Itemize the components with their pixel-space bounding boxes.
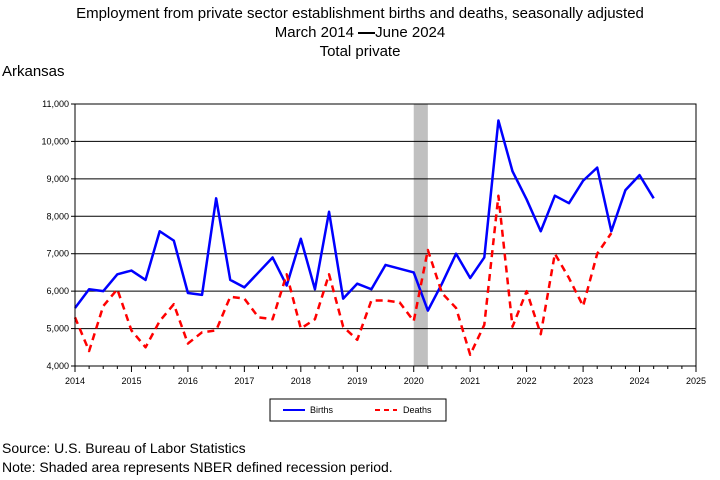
legend-label-deaths: Deaths [403, 405, 432, 415]
x-tick-label: 2019 [347, 376, 367, 386]
x-tick-label: 2023 [573, 376, 593, 386]
x-tick-label: 2016 [178, 376, 198, 386]
plot-frame [74, 103, 697, 367]
source-note: Source: U.S. Bureau of Labor Statistics [2, 440, 246, 456]
x-tick-label: 2015 [121, 376, 141, 386]
chart-title: Employment from private sector establish… [76, 5, 644, 22]
legend: Births Deaths [269, 398, 447, 422]
period-dash [358, 32, 376, 35]
x-tick-label: 2020 [404, 376, 424, 386]
legend-box [269, 398, 447, 422]
chart-period: March 2014 June 2024 [0, 24, 720, 42]
y-tick-label: 5,000 [46, 324, 69, 334]
recession-note: Note: Shaded area represents NBER define… [2, 459, 393, 475]
x-tick-label: 2014 [65, 376, 85, 386]
series-line-deaths [73, 194, 613, 357]
line-chart: 4,000 5,000 6,000 7,000 8,000 9,000 10,000 11,0… [41, 99, 706, 422]
recession-band [413, 104, 428, 366]
x-tick-label: 2024 [630, 376, 650, 386]
y-tick-label: 11,000 [42, 99, 69, 109]
x-tick-label: 2017 [234, 376, 254, 386]
region-label: Arkansas [2, 63, 65, 80]
period-start: March 2014 [274, 24, 354, 41]
y-tick-label: 7,000 [46, 249, 69, 259]
x-tick-label: 2025 [686, 376, 706, 386]
y-tick-label: 4,000 [46, 361, 69, 371]
legend-label-births: Births [310, 405, 334, 415]
period-end: June 2024 [375, 24, 446, 41]
y-tick-label: 6,000 [46, 286, 69, 296]
x-tick-label: 2022 [517, 376, 537, 386]
y-tick-label: 9,000 [46, 174, 69, 184]
chart-subtitle: Total private [319, 43, 401, 60]
x-tick-label: 2021 [460, 376, 480, 386]
y-tick-label: 8,000 [46, 211, 69, 221]
y-tick-label: 10,000 [41, 136, 69, 146]
x-tick-label: 2018 [291, 376, 311, 386]
series-line-births [74, 119, 655, 312]
